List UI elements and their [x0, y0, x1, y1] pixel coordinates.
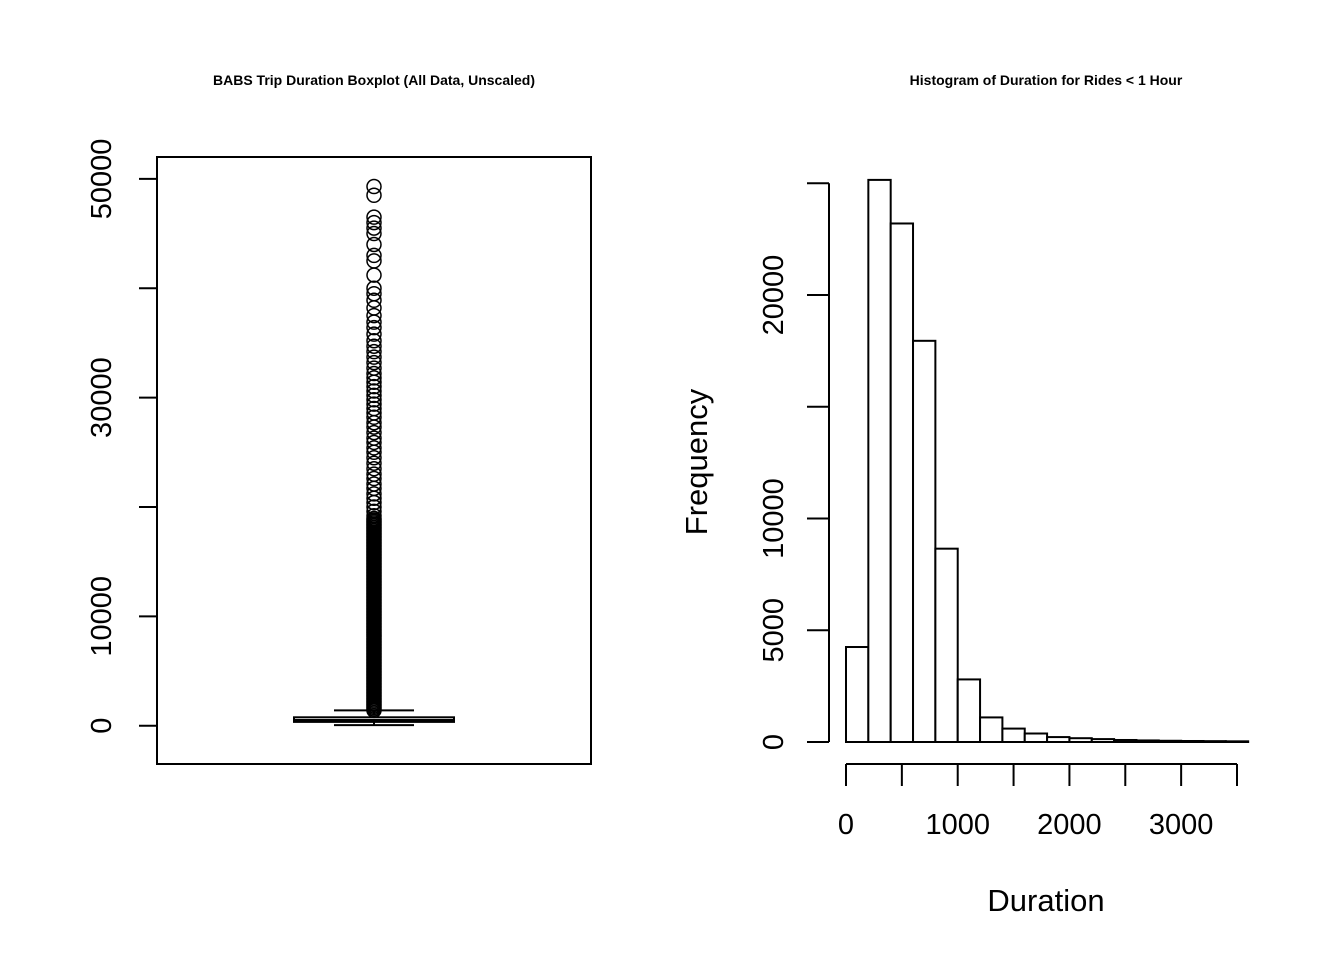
boxplot-outlier [366, 450, 382, 466]
histogram-y-axis-label: Frequency [679, 388, 714, 535]
histogram-y-tick-label: 5000 [758, 598, 790, 663]
boxplot-outlier [366, 409, 382, 426]
boxplot-outlier [366, 267, 382, 283]
boxplot-outlier [366, 455, 382, 471]
histogram-bars [845, 178, 1250, 744]
boxplot-outlier [366, 466, 382, 482]
histogram-bar [1180, 739, 1205, 744]
boxplot-outlier [366, 460, 382, 477]
boxplot-outlier [366, 430, 382, 446]
histogram-bar [1001, 727, 1026, 744]
boxplot-outlier [366, 387, 382, 404]
boxplot-outlier [366, 392, 382, 408]
histogram-bar [1113, 738, 1138, 744]
boxplot-outlier [366, 307, 382, 324]
boxplot-outlier [366, 360, 382, 376]
histogram-bar [934, 547, 959, 743]
histogram-bar [979, 716, 1004, 743]
boxplot-outlier [366, 280, 382, 296]
boxplot-y-tick-label: 50000 [86, 139, 118, 220]
histogram-panel: Histogram of Duration for Rides < 1 Hour… [679, 72, 1250, 918]
boxplot-title: BABS Trip Duration Boxplot (All Data, Un… [213, 72, 535, 88]
histogram-x-axis-label: Duration [987, 883, 1104, 918]
boxplot-outlier [366, 507, 382, 524]
histogram-bar [1090, 738, 1116, 743]
histogram-x-tick-label: 2000 [1037, 809, 1102, 841]
boxplot-outlier [366, 396, 382, 412]
boxplot-outlier [366, 370, 382, 386]
histogram-bar [1068, 737, 1093, 744]
boxplot-outlier [366, 365, 382, 382]
boxplot-y-axis: 0 10000 30000 50000 [86, 139, 158, 734]
boxplot-outlier [366, 440, 382, 456]
histogram-x-tick-label: 0 [838, 809, 854, 841]
histogram-bar [889, 222, 915, 744]
boxplot-outlier [366, 225, 382, 242]
histogram-bar [1224, 740, 1250, 744]
boxplot-panel: BABS Trip Duration Boxplot (All Data, Un… [86, 72, 592, 765]
boxplot-outlier [366, 214, 382, 231]
boxplot-outlier [366, 343, 382, 360]
boxplot-outlier [366, 349, 382, 365]
boxplot-outlier [366, 503, 382, 520]
boxplot-outlier [366, 476, 382, 492]
boxplot-outlier [366, 178, 382, 195]
boxplot-outlier [366, 383, 382, 399]
boxplot-outlier [366, 332, 382, 349]
boxplot-outlier [366, 220, 382, 236]
boxplot-outlier [366, 326, 382, 342]
boxplot-outlier [366, 319, 382, 336]
histogram-bar [1157, 739, 1183, 744]
boxplot-outlier [366, 253, 382, 269]
histogram-y-tick-label: 0 [758, 734, 790, 750]
boxplot-outlier [366, 499, 382, 515]
histogram-y-tick-label: 20000 [758, 255, 790, 336]
histogram-bar [845, 646, 870, 744]
boxplot-outlier [366, 236, 382, 253]
boxplot-y-tick-label: 30000 [86, 357, 118, 438]
histogram-bar [956, 678, 982, 743]
boxplot-outlier [366, 434, 382, 451]
boxplot-outlier [366, 405, 382, 421]
histogram-x-tick-label: 1000 [925, 809, 990, 841]
boxplot-outlier [366, 285, 382, 302]
boxplot-outlier [366, 486, 382, 502]
histogram-bar [1135, 739, 1160, 743]
histogram-x-tick-label: 3000 [1149, 809, 1214, 841]
boxplot-outlier [366, 187, 382, 204]
histogram-title: Histogram of Duration for Rides < 1 Hour [910, 72, 1183, 88]
boxplot-outlier [366, 247, 382, 264]
histogram-bar [1023, 732, 1049, 744]
boxplot-outliers [366, 178, 382, 719]
boxplot-outlier [366, 354, 382, 371]
histogram-bar [1202, 740, 1227, 743]
boxplot-outlier [366, 292, 382, 309]
boxplot-outlier [366, 470, 382, 487]
histogram-y-axis: 0 5000 10000 20000 [758, 182, 830, 750]
boxplot-outlier [366, 378, 382, 395]
boxplot-outlier [366, 338, 382, 354]
boxplot-y-tick-label: 10000 [86, 576, 118, 657]
boxplot-outlier [366, 424, 382, 441]
histogram-bar [867, 178, 892, 743]
boxplot-outlier [366, 400, 382, 417]
boxplot-y-tick-label: 0 [86, 718, 118, 734]
histogram-bar [912, 339, 937, 743]
histogram-bar [1046, 736, 1071, 744]
histogram-y-tick-label: 10000 [758, 478, 790, 559]
histogram-x-axis: 0 1000 2000 3000 [838, 763, 1238, 841]
boxplot-outlier [366, 209, 382, 225]
